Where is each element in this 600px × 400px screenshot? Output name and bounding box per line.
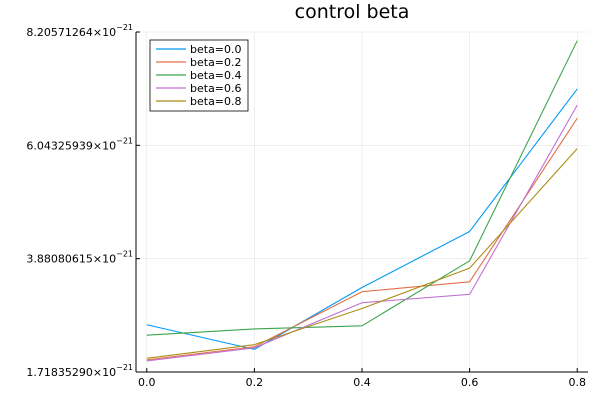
x-tick-label: 0.6 [461, 376, 479, 389]
axes: 0.0 0.2 0.4 0.6 0.8 1.71835290×10−21 3.8808061… [26, 23, 588, 389]
legend-label-1: beta=0.2 [190, 56, 242, 69]
legend-label-2: beta=0.4 [190, 69, 242, 82]
y-tick-label: 8.20571264×10−21 [26, 23, 133, 39]
legend-label-4: beta=0.8 [190, 95, 242, 108]
series-line-2 [146, 40, 578, 336]
y-tick-label: 6.04325939×10−21 [26, 136, 133, 152]
series-lines [146, 40, 578, 362]
x-tick-label: 0.4 [353, 376, 371, 389]
x-tick-label: 0.0 [138, 376, 156, 389]
x-tick-label: 0.2 [246, 376, 264, 389]
legend-label-3: beta=0.6 [190, 82, 242, 95]
y-tick-label: 1.71835290×10−21 [26, 363, 133, 379]
series-line-0 [146, 88, 578, 350]
legend-label-0: beta=0.0 [190, 43, 242, 56]
series-line-3 [146, 104, 578, 362]
x-tick-label: 0.8 [568, 376, 586, 389]
series-line-4 [146, 148, 578, 359]
series-line-1 [146, 117, 578, 361]
chart-title: control beta [295, 1, 410, 23]
y-tick-label: 3.88080615×10−21 [26, 250, 133, 266]
